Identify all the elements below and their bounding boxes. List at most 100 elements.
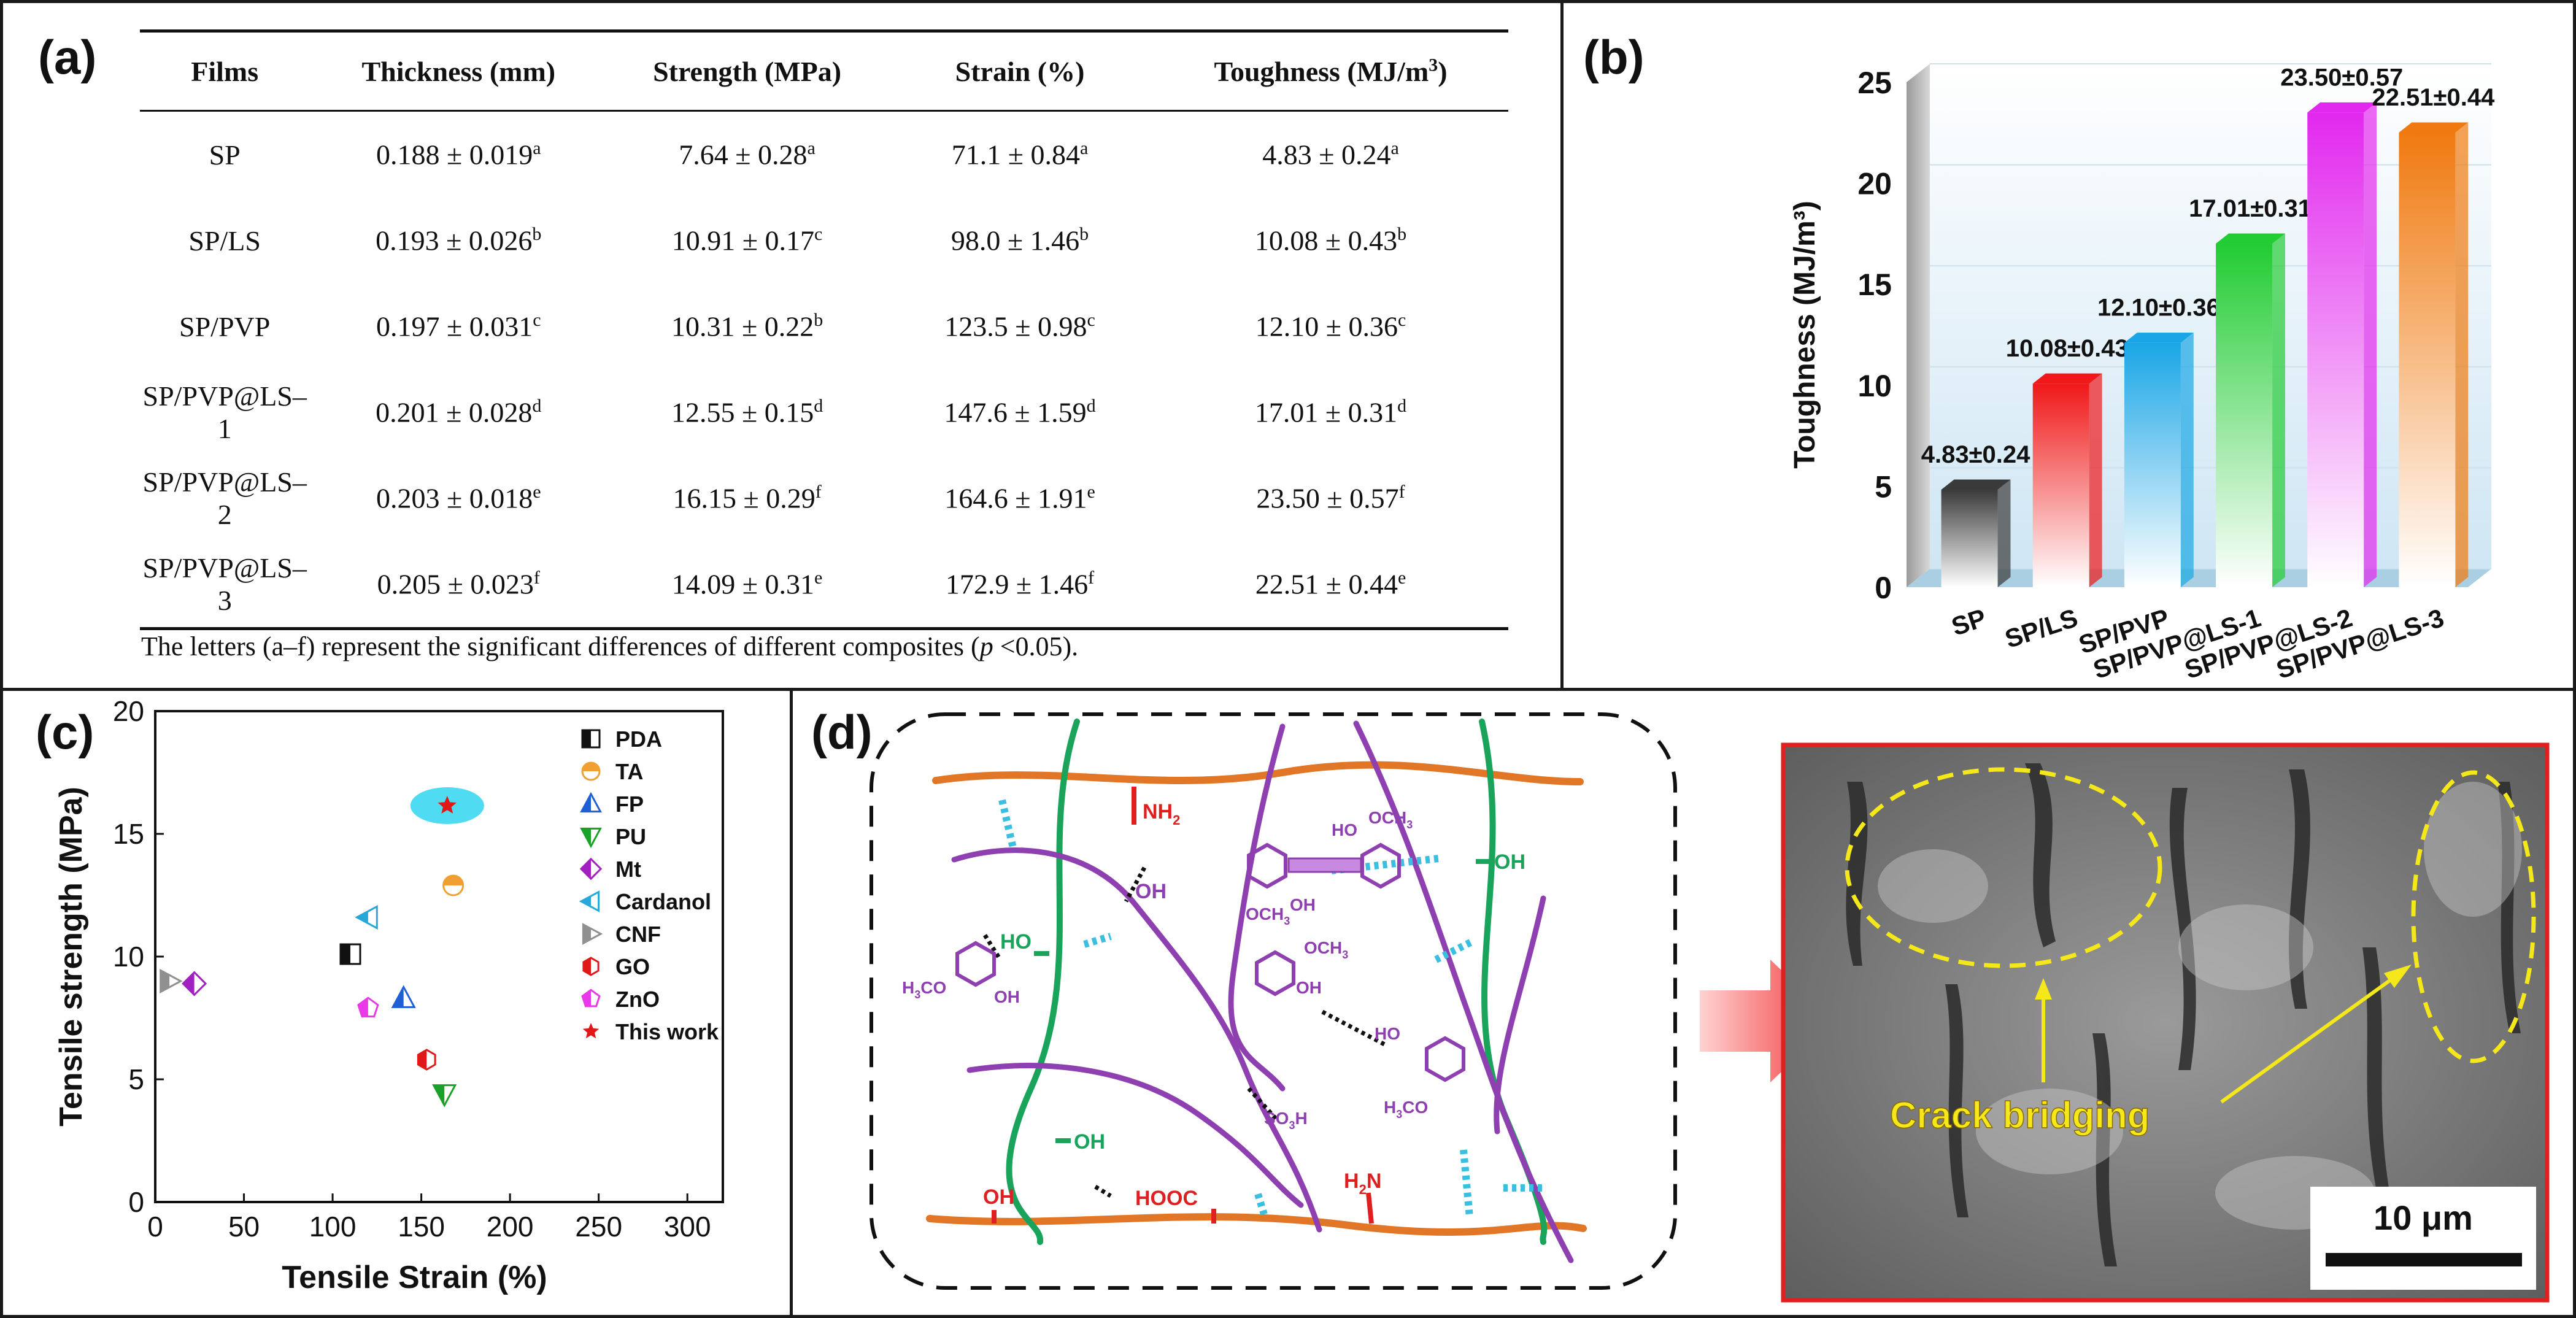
cell-value: 0.201 ± 0.028 xyxy=(376,396,533,428)
cell-toughness: 12.10 ± 0.36c xyxy=(1153,283,1508,369)
cell-strain: 172.9 ± 1.46f xyxy=(886,541,1154,630)
y-tick-label: 0 xyxy=(128,1186,144,1218)
table-header-row: Films Thickness (mm) Strength (MPa) Stra… xyxy=(140,29,1508,112)
bar-SP xyxy=(1941,479,2011,587)
label-hooc: HOOC xyxy=(1135,1187,1198,1210)
orange-chain-top xyxy=(932,761,1584,785)
cell-significance: e xyxy=(814,568,823,588)
label-ho-green-left: HO xyxy=(1000,930,1032,954)
properties-table: Films Thickness (mm) Strength (MPa) Stra… xyxy=(140,29,1508,630)
bond-cyan xyxy=(1434,938,1475,963)
label-och3-ring: OCH3 xyxy=(1368,808,1413,831)
sem-crack xyxy=(2092,1033,2117,1266)
cell-significance: e xyxy=(533,482,541,503)
bar-SP/PVP@LS-3 xyxy=(2399,122,2469,587)
legend-label: CNF xyxy=(615,922,661,947)
legend-marker xyxy=(581,989,601,1008)
cell-value: 0.205 ± 0.023 xyxy=(377,568,534,600)
toughness-bar-chart: 0 5 10 15 20 25 Toughness (MJ/m³) 4.83±0.24 SP 10… xyxy=(1789,63,2495,684)
y-axis-label: Tensile strength (MPa) xyxy=(53,787,89,1127)
pi-stack-bar xyxy=(1287,857,1362,873)
cell-value: 10.91 ± 0.17 xyxy=(671,225,815,256)
cell-strength: 16.15 ± 0.29f xyxy=(607,455,887,541)
panel-c-label: (c) xyxy=(36,705,94,759)
cell-significance: d xyxy=(814,396,823,417)
crack-bridging-ellipse-1 xyxy=(1845,767,2162,968)
purple-chain-1 xyxy=(951,847,1322,1233)
legend-label: Mt xyxy=(615,857,641,882)
bar-side xyxy=(2455,122,2469,587)
schematic-box xyxy=(870,712,1677,1290)
cell-strength: 10.31 ± 0.22b xyxy=(607,283,887,369)
label-oh-left-ring: OH xyxy=(994,987,1020,1006)
cell-significance: c xyxy=(1087,310,1095,331)
x-tick-label: 250 xyxy=(575,1211,622,1243)
cell-value: 71.1 ± 0.84 xyxy=(951,139,1080,171)
sem-image: Crack bridging 10 μm xyxy=(1781,742,2550,1303)
y-tick-label: 10 xyxy=(113,941,144,973)
cell-significance: e xyxy=(1398,568,1406,588)
aromatic-ring xyxy=(1247,842,1287,889)
cell-strength: 7.64 ± 0.28a xyxy=(607,111,887,198)
bar-top xyxy=(1941,479,2011,490)
cell-value: 14.09 ± 0.31 xyxy=(671,568,815,600)
x-tick-label: SP/LS xyxy=(2002,603,2081,653)
sem-crack xyxy=(2289,769,2310,1009)
cell-toughness: 10.08 ± 0.43b xyxy=(1153,198,1508,283)
cell-significance: f xyxy=(533,568,540,588)
table-header: Strain (%) xyxy=(886,29,1154,112)
cell-strength: 14.09 ± 0.31e xyxy=(607,541,887,630)
table-footnote: The letters (a–f) represent the signific… xyxy=(141,631,1078,662)
bar-front xyxy=(1941,489,1998,587)
y-tick-label: 20 xyxy=(113,695,144,727)
point-cnf xyxy=(160,968,183,994)
bond-cyan xyxy=(998,799,1017,852)
cell-value: 98.0 ± 1.46 xyxy=(951,225,1080,256)
green-chain-left xyxy=(1006,719,1080,1245)
table-header: Strength (MPa) xyxy=(607,29,887,112)
cell-significance: f xyxy=(815,482,822,503)
panel-d-frame xyxy=(790,688,2576,1318)
y-tick-label: 0 xyxy=(1875,571,1892,605)
x-tick-label: 150 xyxy=(398,1211,445,1243)
footnote-text: The letters (a–f) represent the signific… xyxy=(141,631,980,661)
cell-thickness: 0.201 ± 0.028d xyxy=(309,369,607,455)
panel-b-label: (b) xyxy=(1583,30,1645,84)
cell-significance: a xyxy=(1390,138,1399,159)
legend-label: ZnO xyxy=(615,987,660,1012)
sem-texture xyxy=(1878,849,1988,923)
sem-crack xyxy=(1945,984,1969,1217)
cell-value: 12.10 ± 0.36 xyxy=(1255,310,1398,342)
mechanism-diagram: NH2 OH OH HO HO OCH3 OH OCH3 H3CO OH OCH… xyxy=(870,712,2550,1303)
bar-data-label: 17.01±0.31 xyxy=(2189,195,2312,222)
cell-thickness: 0.193 ± 0.026b xyxy=(309,198,607,283)
cell-toughness: 4.83 ± 0.24a xyxy=(1153,111,1508,198)
purple-chain-2 xyxy=(1228,723,1286,1092)
point-mt xyxy=(182,971,207,996)
cell-value: 7.64 ± 0.28 xyxy=(679,139,808,171)
bar-top xyxy=(2399,122,2469,133)
table-row: SP/PVP@LS–3 0.205 ± 0.023f 14.09 ± 0.31e 17… xyxy=(140,541,1508,630)
bar-top xyxy=(2307,102,2377,113)
crack-bridging-label: Crack bridging xyxy=(1890,1095,2150,1136)
cell-value: 17.01 ± 0.31 xyxy=(1254,396,1398,428)
cell-value: 10.31 ± 0.22 xyxy=(671,310,814,342)
table-row: SP/PVP 0.197 ± 0.031c 10.31 ± 0.22b 123.5 ±… xyxy=(140,283,1508,369)
cell-significance: e xyxy=(1087,482,1095,503)
cell-thickness: 0.188 ± 0.019a xyxy=(309,111,607,198)
cell-thickness: 0.197 ± 0.031c xyxy=(309,283,607,369)
cell-significance: c xyxy=(533,310,541,331)
bar-top xyxy=(2032,373,2102,384)
cell-film: SP/PVP xyxy=(179,310,271,342)
y-tick-label: 10 xyxy=(1857,369,1892,403)
x-tick-label: 300 xyxy=(664,1211,711,1243)
bar-side xyxy=(2089,373,2102,587)
label-so3h: SO3H xyxy=(1264,1109,1308,1131)
bar-side xyxy=(1997,479,2011,587)
annotation-arrowhead xyxy=(2035,978,2052,1000)
legend-marker xyxy=(582,1023,600,1039)
cell-value: 23.50 ± 0.57 xyxy=(1256,482,1399,514)
y-tick-label: 15 xyxy=(113,818,144,850)
legend-label: PU xyxy=(615,824,646,849)
legend-label: TA xyxy=(615,759,643,784)
